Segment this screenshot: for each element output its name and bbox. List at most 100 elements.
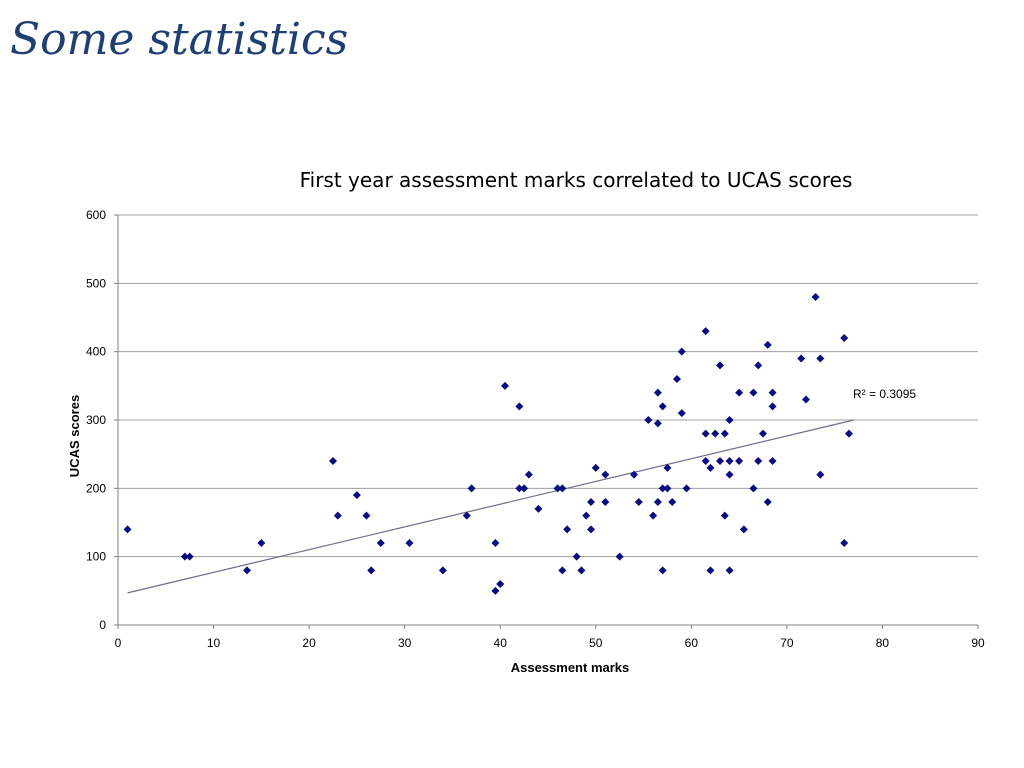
data-point bbox=[658, 402, 667, 411]
data-point bbox=[534, 504, 543, 513]
data-point bbox=[615, 552, 624, 561]
data-point bbox=[763, 498, 772, 506]
data-point bbox=[735, 457, 744, 465]
data-point bbox=[701, 429, 710, 438]
y-tick-labels: 0 100 200 300 400 500 600 bbox=[86, 208, 106, 632]
data-point bbox=[763, 340, 772, 349]
data-point bbox=[563, 525, 572, 534]
x-tick-label: 60 bbox=[685, 636, 699, 650]
y-tick-label: 400 bbox=[86, 345, 106, 359]
data-point bbox=[768, 388, 777, 397]
data-point bbox=[673, 375, 681, 383]
data-point bbox=[720, 511, 729, 520]
data-point bbox=[558, 484, 567, 493]
y-tick-label: 0 bbox=[99, 618, 106, 632]
data-point bbox=[840, 334, 849, 342]
data-point bbox=[811, 293, 820, 301]
slide-title: Some statistics bbox=[10, 14, 349, 65]
data-point bbox=[329, 457, 337, 465]
data-point bbox=[725, 457, 734, 465]
data-point bbox=[739, 525, 748, 534]
data-point bbox=[653, 498, 662, 506]
data-point bbox=[367, 566, 376, 575]
y-tick-label: 200 bbox=[86, 481, 106, 495]
x-tick-label: 30 bbox=[398, 636, 412, 650]
data-point bbox=[491, 586, 500, 595]
trendline bbox=[127, 419, 854, 594]
data-point bbox=[816, 470, 825, 479]
data-point bbox=[754, 457, 763, 465]
data-point bbox=[668, 498, 677, 506]
y-tick-label: 500 bbox=[86, 276, 106, 290]
data-point bbox=[257, 539, 266, 547]
data-point bbox=[754, 361, 763, 370]
x-tick-label: 40 bbox=[494, 636, 508, 650]
data-point bbox=[553, 484, 562, 493]
trendline-group bbox=[127, 419, 854, 594]
data-point bbox=[601, 498, 610, 506]
data-point bbox=[663, 484, 672, 493]
data-point bbox=[591, 463, 600, 472]
x-tick-label: 20 bbox=[302, 636, 316, 650]
data-point bbox=[515, 484, 524, 493]
x-tick-labels: 0 10 20 30 40 50 60 70 80 90 bbox=[115, 636, 985, 650]
data-point bbox=[524, 470, 533, 479]
x-tick-label: 90 bbox=[971, 636, 985, 650]
data-point bbox=[759, 429, 767, 438]
x-tick-label: 70 bbox=[780, 636, 794, 650]
data-point bbox=[716, 361, 724, 370]
data-point bbox=[644, 416, 653, 424]
data-point bbox=[501, 381, 509, 390]
data-point bbox=[634, 498, 643, 506]
data-point bbox=[582, 511, 591, 520]
data-point bbox=[711, 429, 720, 438]
data-point bbox=[658, 484, 667, 493]
y-axis-title: UCAS scores bbox=[67, 395, 82, 477]
x-tick-label: 50 bbox=[589, 636, 603, 650]
data-point bbox=[587, 525, 595, 534]
data-point bbox=[677, 409, 686, 418]
data-point bbox=[840, 539, 849, 547]
data-point bbox=[768, 457, 777, 465]
data-point bbox=[491, 539, 500, 547]
data-point bbox=[515, 402, 524, 411]
data-point bbox=[716, 457, 724, 465]
gridlines bbox=[118, 214, 978, 626]
data-point bbox=[749, 388, 758, 397]
y-tick-label: 300 bbox=[86, 413, 106, 427]
data-points bbox=[123, 293, 853, 595]
data-point bbox=[572, 552, 581, 561]
data-point bbox=[845, 429, 853, 438]
x-tick-label: 80 bbox=[876, 636, 890, 650]
data-point bbox=[658, 566, 667, 575]
data-point bbox=[405, 539, 414, 547]
data-point bbox=[682, 484, 691, 493]
axes bbox=[114, 214, 979, 629]
data-point bbox=[362, 511, 371, 520]
x-tick-label: 10 bbox=[207, 636, 221, 650]
data-point bbox=[520, 484, 529, 493]
data-point bbox=[701, 327, 710, 336]
data-point bbox=[749, 484, 758, 493]
data-point bbox=[243, 566, 251, 575]
data-point bbox=[725, 416, 734, 424]
data-point bbox=[768, 402, 777, 411]
x-tick-label: 0 bbox=[115, 636, 122, 650]
data-point bbox=[123, 525, 132, 534]
data-point bbox=[797, 354, 806, 363]
data-point bbox=[725, 566, 734, 575]
data-point bbox=[802, 395, 810, 404]
data-point bbox=[630, 470, 638, 479]
data-point bbox=[180, 552, 189, 561]
data-point bbox=[376, 539, 385, 547]
r-squared-label: R² = 0.3095 bbox=[853, 387, 916, 401]
data-point bbox=[653, 419, 662, 428]
data-point bbox=[462, 511, 471, 520]
data-point bbox=[577, 566, 586, 575]
data-point bbox=[333, 511, 342, 520]
data-point bbox=[438, 566, 447, 575]
y-tick-label: 600 bbox=[86, 208, 106, 222]
data-point bbox=[677, 347, 686, 356]
data-point bbox=[587, 498, 595, 506]
